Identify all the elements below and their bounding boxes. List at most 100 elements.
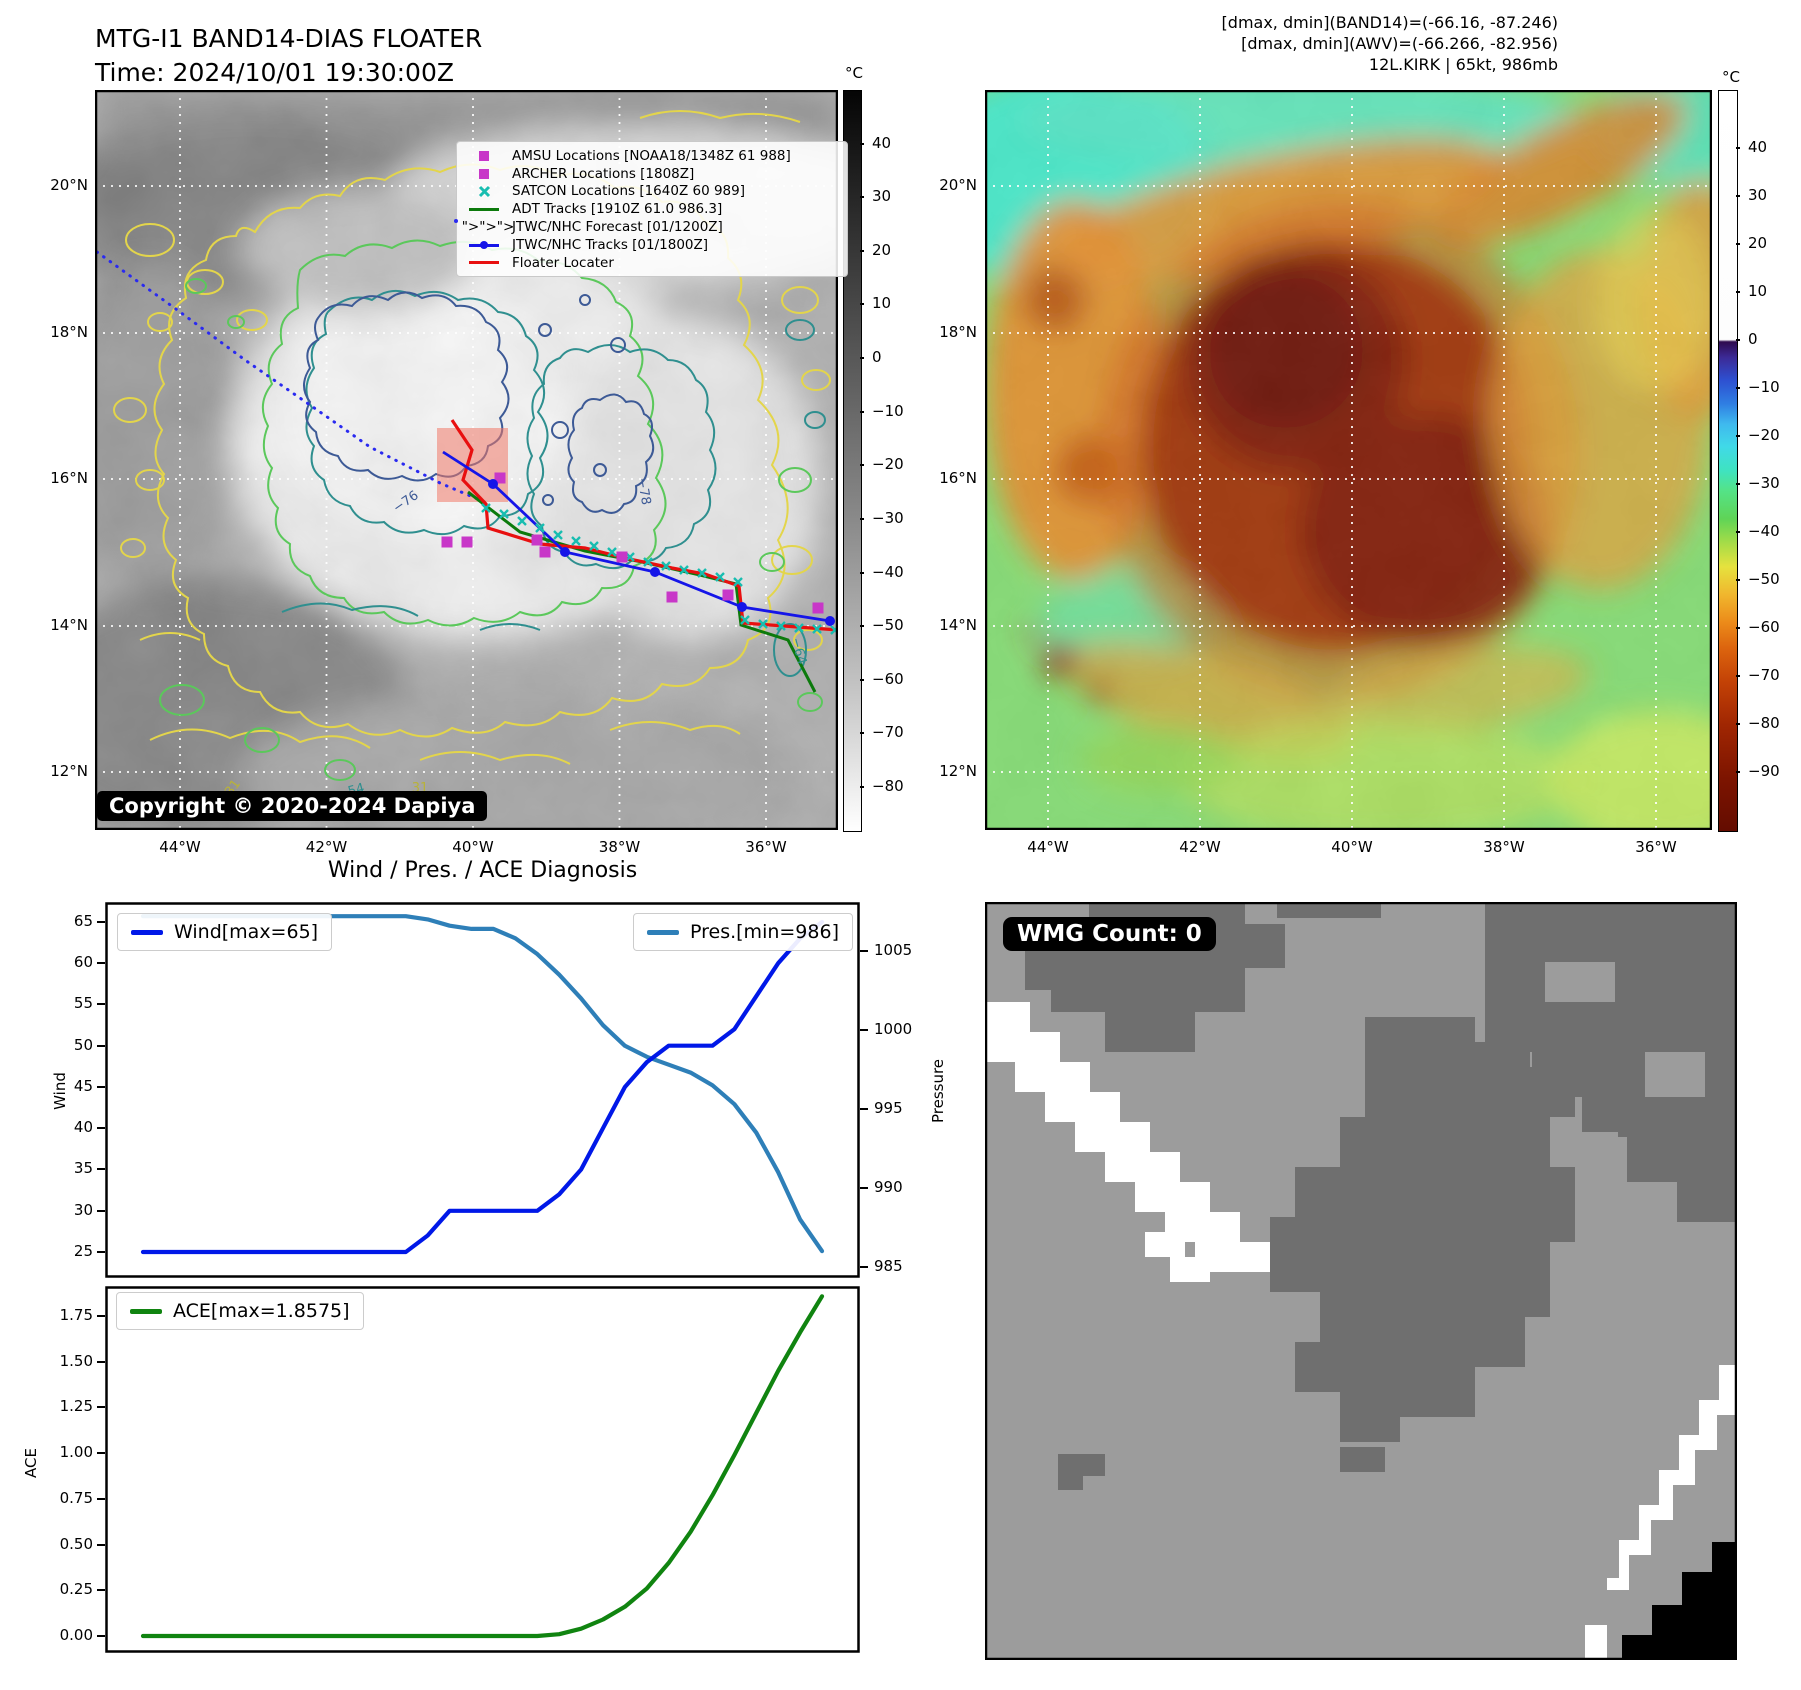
jtwc-track-point (488, 479, 498, 489)
wind-axis-label: Wind (50, 1072, 69, 1110)
legend-row-label: JTWC/NHC Tracks [01/1800Z] (512, 236, 709, 253)
amsu-square-marker (812, 602, 824, 614)
satcon-x-marker (553, 530, 563, 540)
jtwc-track-line (442, 450, 831, 623)
tickmark-left (97, 1044, 105, 1047)
tickmark-left (97, 1543, 105, 1546)
wmg-black-wedge (1622, 1542, 1737, 1660)
awv-header-line-2: [dmax, dmin](AWV)=(-66.266, -82.956) (1241, 34, 1558, 53)
legend-row-label: AMSU Locations [NOAA18/1348Z 61 988] (512, 147, 791, 164)
ticklabel-left: 1.25 (59, 1397, 93, 1416)
awv-cbar-ticklabel: −30 (1748, 474, 1780, 493)
satcon-x-marker (697, 568, 707, 578)
band14-lon-label: 36°W (745, 838, 787, 856)
band14-cbar-ticklabel: −10 (872, 401, 904, 420)
wind-legend: Wind[max=65] (117, 913, 333, 951)
square-marker-icon (463, 150, 505, 161)
awv-colorbar-unit: °C (1722, 68, 1740, 86)
tickmark-left (97, 1314, 105, 1317)
wind-legend-sample (131, 929, 163, 935)
ace-legend-sample (130, 1308, 162, 1314)
legend-row-3: ADT Tracks [1910Z 61.0 986.3] (463, 200, 841, 218)
legend-row-label: Floater Locater (512, 254, 614, 271)
ticklabel-right: 1005 (874, 940, 913, 959)
band14-cbar-ticklabel: 40 (872, 133, 892, 152)
awv-cbar-ticklabel: 20 (1748, 233, 1768, 252)
band14-lon-label: 44°W (159, 838, 201, 856)
pres-legend: Pres.[min=986] (633, 913, 853, 951)
awv-cbar-ticklabel: −90 (1748, 762, 1780, 781)
awv-map (985, 90, 1712, 830)
ticklabel-left: 65 (73, 911, 93, 930)
ace-legend-label: ACE[max=1.8575] (173, 1300, 350, 1322)
tickmark-left (97, 1209, 105, 1212)
square-marker-icon (463, 168, 505, 179)
line-marker-icon (463, 207, 505, 212)
ace-axis-label: ACE (21, 1448, 40, 1478)
diagnosis-title: Wind / Pres. / ACE Diagnosis (327, 858, 638, 883)
legend-row-6: Floater Locater (463, 254, 841, 272)
band14-cbar-ticklabel: −40 (872, 562, 904, 581)
band14-lon-label: 42°W (305, 838, 348, 856)
tickmark-left (97, 1168, 105, 1171)
wind-pressure-chart (105, 902, 860, 1278)
satcon-x-marker (661, 561, 671, 571)
band14-cbar-ticklabel: −30 (872, 508, 904, 527)
ticklabel-left: 0.00 (59, 1625, 93, 1644)
pressure-axis-label: Pressure (929, 1058, 948, 1124)
jtwc-forecast-line (95, 250, 489, 505)
band14-colorbar (843, 90, 862, 832)
tickmark-left (97, 1406, 105, 1409)
ticklabel-right: 985 (874, 1256, 903, 1275)
awv-lon-label: 38°W (1483, 838, 1525, 856)
amsu-square-marker (531, 534, 543, 546)
awv-map-border (985, 90, 1712, 830)
amsu-square-marker (616, 551, 628, 563)
awv-ir-texture (985, 90, 1712, 830)
series-pressure (140, 914, 825, 1254)
band14-legend: AMSU Locations [NOAA18/1348Z 61 988] ARCH… (453, 141, 848, 277)
band14-cbar-ticklabel: 0 (872, 348, 882, 367)
wmg-border (985, 902, 1737, 1660)
ticklabel-left: 30 (73, 1200, 93, 1219)
awv-cbar-ticklabel: −70 (1748, 666, 1780, 685)
satcon-x-marker (535, 523, 545, 533)
band14-lat-label: 14°N (50, 616, 88, 634)
band14-cbar-ticklabel: 10 (872, 294, 892, 313)
series-ace (140, 1294, 825, 1639)
legend-row-label: JTWC/NHC Forecast [01/1200Z] (512, 219, 723, 236)
satcon-x-marker (776, 621, 786, 631)
awv-header: [dmax, dmin](BAND14)=(-66.16, -87.246) [… (1050, 12, 1558, 75)
band14-title: MTG-I1 BAND14-DIAS FLOATER (95, 24, 483, 53)
awv-cbar-ticklabel: 10 (1748, 281, 1768, 300)
awv-cbar-ticklabel: −50 (1748, 570, 1780, 589)
legend-row-2: SATCON Locations [1640Z 60 989] (463, 183, 841, 201)
tickmark-right (860, 1028, 868, 1031)
band14-cbar-ticklabel: −50 (872, 616, 904, 635)
band14-lat-label: 20°N (50, 176, 88, 194)
ticklabel-left: 50 (73, 1035, 93, 1054)
band14-lon-label: 38°W (598, 838, 641, 856)
satcon-x-marker (740, 615, 750, 625)
band14-map-border (95, 90, 838, 830)
contour-label: −64 (788, 636, 810, 666)
tickmark-right (860, 1186, 868, 1189)
ticklabel-right: 1000 (874, 1019, 913, 1038)
series-wind (140, 919, 825, 1255)
awv-cbar-ticklabel: −60 (1748, 618, 1780, 637)
jtwc-track-point (560, 547, 570, 557)
legend-row-label: SATCON Locations [1640Z 60 989] (512, 183, 745, 200)
satcon-x-marker (812, 624, 822, 634)
satcon-x-marker (589, 541, 599, 551)
line-dot-marker-icon (463, 240, 505, 250)
tickmark-left (97, 1452, 105, 1455)
wmg-count-badge: WMG Count: 0 (1003, 917, 1216, 951)
band14-cbar-ticklabel: 30 (872, 187, 892, 206)
jtwc-track-point (650, 567, 660, 577)
tickmark-right (860, 1265, 868, 1268)
x-marker-icon (463, 185, 505, 198)
awv-lon-label: 40°W (1331, 838, 1373, 856)
tickmark-left (97, 1085, 105, 1088)
awv-lon-label: 36°W (1635, 838, 1677, 856)
wind-chart-border (105, 902, 860, 1278)
